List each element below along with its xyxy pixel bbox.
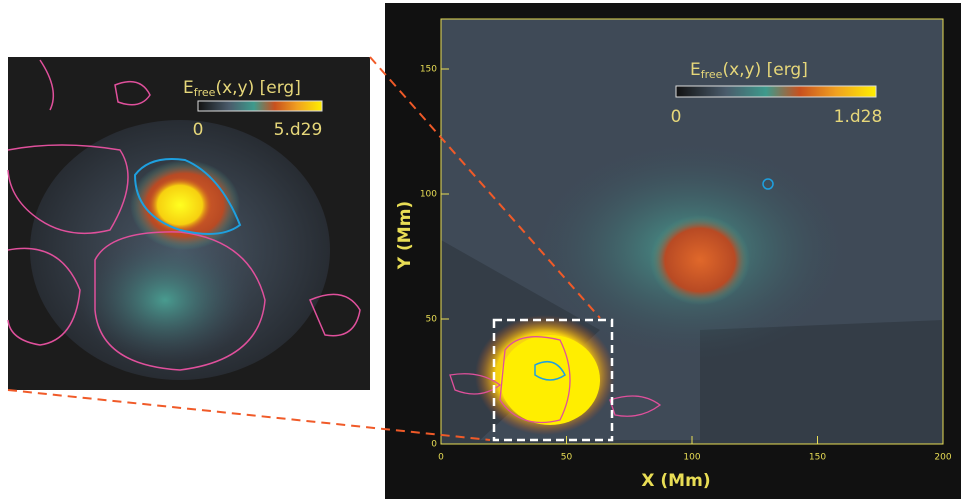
main-colorbar-max: 1.d28 <box>834 107 883 127</box>
main-colorbar-min: 0 <box>671 107 682 127</box>
y-tick-label: 150 <box>420 65 437 75</box>
inset-colorbar-max: 5.d29 <box>274 120 323 140</box>
main-colorbar <box>676 86 876 97</box>
main-panel: Efree(x,y) [erg] 0 1.d28 X (Mm) Y (Mm) 0… <box>385 3 961 499</box>
y-tick-label: 50 <box>426 315 438 325</box>
x-tick-label: 50 <box>561 453 573 463</box>
x-tick-label: 100 <box>683 453 700 463</box>
y-tick-label: 0 <box>431 440 437 450</box>
x-tick-label: 200 <box>934 453 951 463</box>
figure: Efree(x,y) [erg] 0 5.d29 Efree(x,y) [erg… <box>0 0 961 499</box>
inset-colorbar <box>198 101 322 111</box>
y-axis-label: Y (Mm) <box>395 201 415 270</box>
y-tick-label: 100 <box>420 190 437 200</box>
x-tick-label: 150 <box>809 453 826 463</box>
inset-panel: Efree(x,y) [erg] 0 5.d29 <box>8 57 370 390</box>
x-tick-label: 0 <box>438 453 444 463</box>
x-axis-label: X (Mm) <box>641 471 710 491</box>
inset-colorbar-min: 0 <box>193 120 204 140</box>
